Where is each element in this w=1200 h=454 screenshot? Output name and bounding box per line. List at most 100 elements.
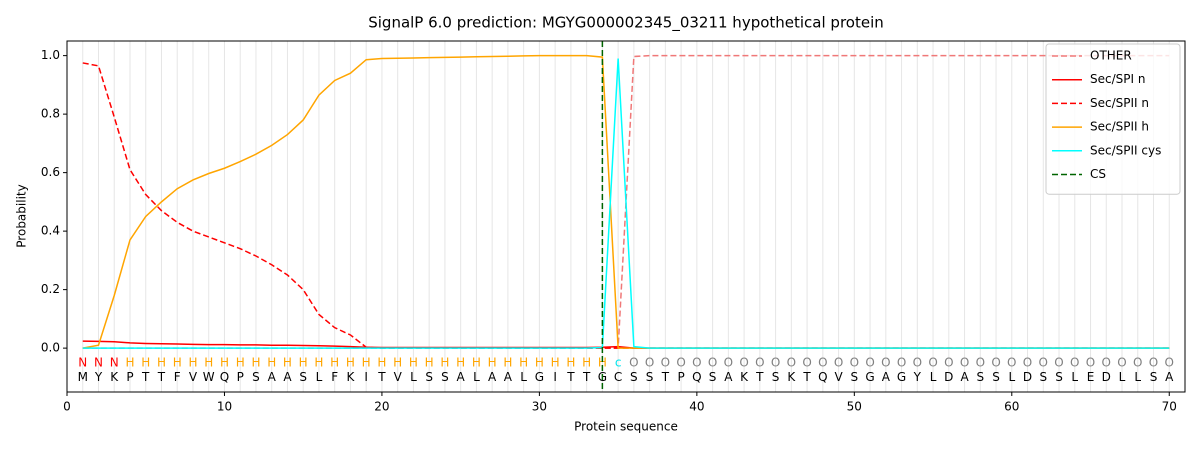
residue: G — [535, 370, 544, 384]
residue: S — [992, 370, 1000, 384]
residue-label: H — [535, 355, 544, 369]
residue-label: O — [1023, 355, 1032, 369]
residue-label: H — [188, 355, 197, 369]
legend-label: Sec/SPI n — [1090, 72, 1145, 86]
residue: P — [677, 370, 684, 384]
residue-label: O — [960, 355, 969, 369]
residue-label: H — [393, 355, 402, 369]
residue-label: H — [267, 355, 276, 369]
residue-label: H — [425, 355, 434, 369]
residue: I — [364, 370, 368, 384]
residue-label: O — [818, 355, 827, 369]
residue: S — [646, 370, 654, 384]
residue-label: O — [865, 355, 874, 369]
residue: T — [141, 370, 150, 384]
residue: D — [944, 370, 953, 384]
residue-label: H — [598, 355, 607, 369]
y-tick-label: 0.8 — [41, 107, 60, 121]
residue-label: H — [141, 355, 150, 369]
residue: F — [331, 370, 338, 384]
residue-label: H — [330, 355, 339, 369]
residue: S — [976, 370, 984, 384]
residue-label: O — [739, 355, 748, 369]
residue: I — [553, 370, 557, 384]
residue: A — [724, 370, 733, 384]
residue-label: N — [110, 355, 119, 369]
legend-label: OTHER — [1090, 49, 1132, 63]
residue: A — [1165, 370, 1174, 384]
residue-label: H — [346, 355, 355, 369]
residue-label: O — [897, 355, 906, 369]
x-tick-label: 30 — [532, 400, 547, 414]
residue: T — [661, 370, 670, 384]
y-tick-label: 1.0 — [41, 48, 60, 62]
y-axis-label: Probability — [15, 184, 29, 247]
residue-label: O — [708, 355, 717, 369]
residue-label: O — [676, 355, 685, 369]
residue: F — [174, 370, 181, 384]
residue-label: H — [251, 355, 260, 369]
residue-label: H — [204, 355, 213, 369]
series-line — [82, 58, 1170, 349]
legend-label: CS — [1090, 167, 1106, 181]
residue-label: O — [1039, 355, 1048, 369]
residue: S — [1055, 370, 1063, 384]
residue-label: O — [834, 355, 843, 369]
residue: S — [299, 370, 307, 384]
residue-label: O — [881, 355, 890, 369]
residue: S — [1150, 370, 1158, 384]
residue: E — [1087, 370, 1095, 384]
residue-label: H — [519, 355, 528, 369]
axes-frame — [66, 40, 1186, 393]
residue: G — [897, 370, 906, 384]
chart-title: SignalP 6.0 prediction: MGYG000002345_03… — [368, 14, 884, 33]
residue: S — [851, 370, 859, 384]
residue-label: H — [283, 355, 292, 369]
residue-label: O — [1070, 355, 1079, 369]
residue: K — [740, 370, 749, 384]
legend-label: Sec/SPII cys — [1090, 143, 1161, 157]
x-axis-label: Protein sequence — [574, 420, 678, 434]
residue-label: H — [503, 355, 512, 369]
residue: L — [473, 370, 480, 384]
residue-label: O — [1086, 355, 1095, 369]
residue-label: H — [488, 355, 497, 369]
y-tick-label: 0.0 — [41, 341, 60, 355]
residue-label: H — [582, 355, 591, 369]
residue-label: O — [692, 355, 701, 369]
residue: S — [252, 370, 260, 384]
legend-box — [1045, 43, 1181, 195]
residue: T — [755, 370, 764, 384]
residue: S — [772, 370, 780, 384]
residue: A — [268, 370, 277, 384]
residue-label: O — [944, 355, 953, 369]
residue: V — [834, 370, 843, 384]
residue: L — [1008, 370, 1015, 384]
residue: A — [457, 370, 466, 384]
residue: W — [203, 370, 215, 384]
residue-label: O — [976, 355, 985, 369]
residue-label: H — [440, 355, 449, 369]
x-tick-label: 40 — [689, 400, 704, 414]
residue: S — [630, 370, 638, 384]
residue: P — [237, 370, 244, 384]
residue-label: O — [1007, 355, 1016, 369]
residue-label: O — [771, 355, 780, 369]
residue: L — [520, 370, 527, 384]
residue: L — [316, 370, 323, 384]
residue: L — [1119, 370, 1126, 384]
residue-label: O — [1133, 355, 1142, 369]
residue: A — [504, 370, 513, 384]
residue: A — [960, 370, 969, 384]
residue-label: H — [409, 355, 418, 369]
x-tick-label: 0 — [63, 400, 71, 414]
residue: D — [1102, 370, 1111, 384]
residue-label: H — [314, 355, 323, 369]
residue-label: O — [928, 355, 937, 369]
residue-label: O — [755, 355, 764, 369]
y-tick-label: 0.4 — [41, 224, 60, 238]
x-tick-label: 10 — [217, 400, 232, 414]
residue-label: O — [787, 355, 796, 369]
residue-label: O — [802, 355, 811, 369]
